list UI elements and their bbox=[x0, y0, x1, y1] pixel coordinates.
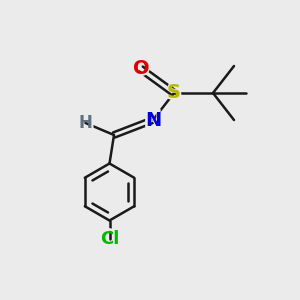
Text: S: S bbox=[167, 83, 181, 103]
Text: O: O bbox=[131, 57, 151, 81]
Text: S: S bbox=[165, 81, 183, 105]
Text: H: H bbox=[77, 113, 94, 133]
Text: Cl: Cl bbox=[98, 229, 122, 248]
Text: N: N bbox=[143, 108, 163, 132]
Text: N: N bbox=[145, 110, 161, 130]
Text: H: H bbox=[79, 114, 92, 132]
Text: Cl: Cl bbox=[100, 230, 119, 247]
Text: O: O bbox=[133, 59, 149, 79]
